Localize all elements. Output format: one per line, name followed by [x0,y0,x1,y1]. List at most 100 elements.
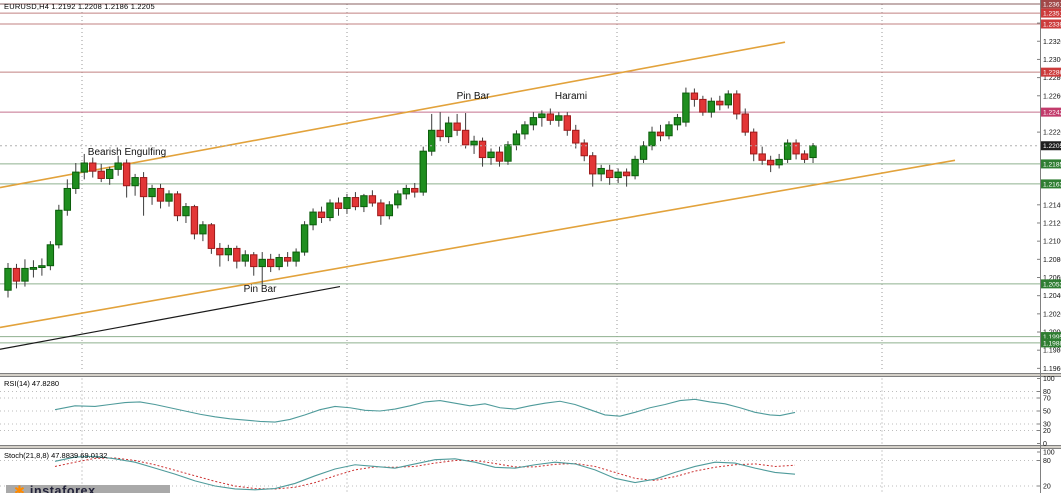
candle [470,135,478,154]
price-axis-label: 1.1980 [1043,348,1061,355]
candle [512,130,521,151]
bear-candle-body [368,195,377,204]
price-level-badge [1041,159,1061,169]
bear-candle-body [233,247,241,262]
bull-candle-body [504,144,512,162]
candle [605,164,614,185]
candle [750,128,758,162]
price-level-badge [1041,19,1061,29]
pattern-annotation[interactable]: Bearish Engulfing [87,146,167,158]
lower-channel[interactable] [0,159,956,329]
price-axis-label: 1.2260 [1043,93,1061,100]
bull-candle-body [300,224,309,253]
price-axis-label: 1.2300 [1043,57,1061,64]
candle [190,204,199,240]
candle [563,112,571,136]
bull-candle-body [614,171,622,179]
candle [105,166,114,185]
candle [122,159,131,198]
bull-candle-body [775,158,783,166]
candle [250,252,258,276]
candle [55,204,63,249]
candle [555,112,563,127]
bear-candle-body [89,162,97,172]
candle [309,208,317,231]
candle [622,168,631,187]
rsi-axis-label: 50 [1043,409,1051,416]
rsi-axis-label: 0 [1043,441,1047,448]
candle [461,113,470,149]
bear-candle-body [656,131,665,137]
candle [182,202,190,223]
bear-candle-body [377,202,385,217]
candle [724,90,732,109]
bear-candle-body [139,177,148,198]
bear-candle-body [173,193,182,217]
bull-candle-body [402,187,410,195]
candle [546,108,555,125]
candle [572,124,580,149]
candle [589,152,597,187]
bull-candle-body [63,187,72,211]
candle [478,137,487,167]
bull-candle-body [105,168,114,179]
candle [538,110,546,127]
candle [139,172,148,216]
candle [639,141,648,164]
pattern-annotation[interactable]: Pin Bar [243,284,277,296]
upper-channel[interactable] [0,41,786,189]
bear-candle-body [334,202,343,209]
candle [266,253,275,273]
broker-watermark: ✱ instaforex [6,485,170,493]
bull-candle-body [419,150,427,193]
rsi-indicator-label: RSI(14) 47.8280 [4,379,60,388]
bear-candle-body [461,129,470,146]
candle [148,184,156,205]
candle [80,153,88,180]
bear-candle-body [97,170,105,179]
candle [631,155,639,180]
stoch-main-line [54,455,796,491]
candle [614,168,622,184]
bull-candle-body [80,162,88,173]
candle [46,241,55,271]
candle [648,126,656,151]
panel-divider[interactable] [0,373,1061,377]
price-axis-label: 1.2120 [1043,220,1061,227]
price-badge-label: 1.1988 [1043,340,1061,347]
bull-candle-body [394,193,402,206]
candle [766,155,775,173]
candle [63,179,72,216]
bull-candle-body [199,224,207,235]
bull-candle-body [165,193,173,202]
pattern-annotation[interactable]: Pin Bar [456,90,490,102]
candle [89,157,97,178]
short-trendline[interactable] [0,285,341,350]
candle [716,95,724,111]
candle [156,183,165,209]
candle [402,184,410,200]
rsi-axis-label: 70 [1043,396,1051,403]
panel-divider[interactable] [0,445,1061,449]
stoch-axis-label: 80 [1043,458,1051,465]
bear-candle-body [766,159,775,166]
price-axis-label: 1.2140 [1043,202,1061,209]
pattern-annotation[interactable]: Harami [554,91,588,103]
candle [673,113,682,131]
bull-candle-body [55,209,63,246]
bear-candle-body [572,129,580,144]
price-axis-label: 1.2280 [1043,75,1061,82]
bear-candle-body [436,129,444,138]
candle [29,260,38,278]
bear-candle-body [716,100,724,106]
candle [343,193,351,214]
bear-candle-body [156,187,165,202]
candle [809,143,817,164]
rsi-axis-label: 30 [1043,422,1051,429]
bull-candle-body [182,206,190,217]
bull-candle-body [72,171,80,189]
bull-candle-body [224,247,233,256]
bear-candle-body [733,93,741,115]
